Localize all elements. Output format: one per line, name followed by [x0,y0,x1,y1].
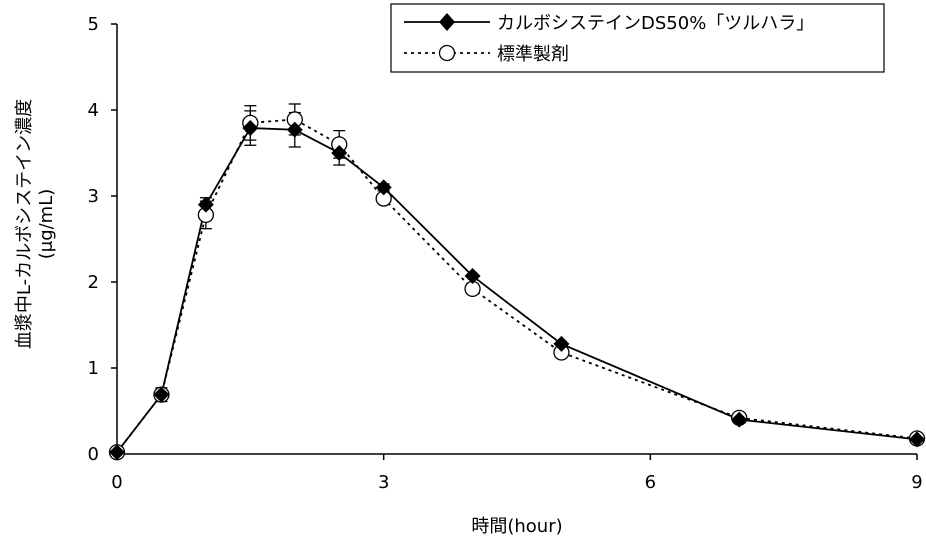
x-tick-label: 6 [645,472,656,493]
series-2 [116,103,918,453]
y-tick-label: 1 [88,358,99,379]
legend-box [390,3,885,73]
data-point-diamond [286,121,303,138]
data-point-diamond [153,386,170,403]
data-point-diamond [375,179,392,196]
y-tick-label: 2 [88,272,99,293]
y-tick-label: 4 [88,100,99,121]
legend-marker-circle [438,44,456,62]
x-ticks: 0 3 6 9 [111,454,923,493]
y-axis-title-line1: 血漿中L-カルボシステイン濃度 [14,99,35,349]
data-point-diamond [553,335,570,352]
x-tick-label: 0 [111,472,122,493]
legend-marker-diamond [439,13,455,31]
series-1-markers [109,120,925,461]
series-1-line [116,127,918,453]
data-point-diamond [242,120,259,137]
data-point-diamond [464,267,481,284]
y-tick-label: 3 [88,186,99,207]
axes [116,24,917,455]
y-tick-label: 0 [88,444,99,465]
legend-label-series-1: カルボシステインDS50%「ツルハラ」 [497,13,814,34]
series-2-markers [108,111,926,461]
data-point-diamond [197,196,214,213]
y-ticks: 0 1 2 3 4 5 [88,14,117,465]
x-tick-label: 9 [911,472,922,493]
data-point-diamond [909,431,925,448]
legend: カルボシステインDS50%「ツルハラ」 標準製剤 [390,3,885,73]
legend-label-series-2: 標準製剤 [497,44,569,65]
series-layer [108,103,926,461]
x-tick-label: 3 [378,472,389,493]
y-axis-title-line2: (μg/mL) [36,189,57,260]
x-axis-title: 時間(hour) [471,516,562,537]
y-tick-label: 5 [88,14,99,35]
series-1 [116,110,918,453]
data-point-diamond [731,411,748,428]
series-2-line [116,118,918,453]
data-point-diamond [109,444,125,461]
data-point-diamond [331,145,348,161]
